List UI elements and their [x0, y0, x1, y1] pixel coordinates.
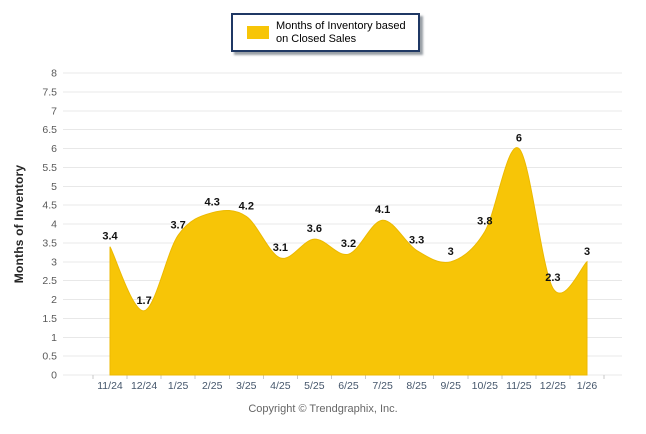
area-series [109, 147, 588, 376]
x-tick-label: 5/25 [304, 380, 325, 392]
x-tick-label: 7/25 [372, 380, 393, 392]
y-tick-label: 1 [51, 332, 57, 344]
x-tick-label: 1/25 [168, 380, 189, 392]
y-tick-label: 0.5 [42, 351, 57, 363]
y-tick-label: 0 [51, 370, 57, 382]
y-tick-label: 7.5 [42, 86, 57, 98]
y-tick-label: 8 [51, 68, 57, 80]
y-tick-label: 4 [51, 219, 57, 231]
y-tick-label: 3.5 [42, 237, 57, 249]
x-tick-label: 11/24 [97, 380, 123, 392]
data-point-label: 6 [516, 133, 522, 145]
legend-label: Months of Inventory based on Closed Sale… [276, 20, 406, 46]
data-point-label: 3.1 [273, 242, 288, 254]
data-point-label: 3.2 [341, 238, 356, 250]
y-tick-label: 2 [51, 294, 57, 306]
y-tick-label: 7 [51, 105, 57, 117]
x-tick-label: 3/25 [236, 380, 257, 392]
legend-label-line1: Months of Inventory based [276, 19, 406, 32]
data-point-label: 1.7 [136, 295, 151, 307]
x-tick-label: 2/25 [202, 380, 223, 392]
x-tick-label: 4/25 [270, 380, 291, 392]
data-point-label: 3.4 [102, 231, 118, 243]
y-tick-label: 6.5 [42, 124, 57, 136]
x-tick-label: 10/25 [472, 380, 498, 392]
legend-swatch [247, 26, 269, 39]
y-tick-label: 4.5 [42, 200, 57, 212]
y-tick-label: 5.5 [42, 162, 57, 174]
x-tick-label: 8/25 [406, 380, 427, 392]
x-tick-label: 9/25 [440, 380, 461, 392]
legend-label-line2: on Closed Sales [276, 32, 357, 45]
data-point-label: 4.2 [239, 200, 254, 212]
data-point-label: 4.1 [375, 204, 390, 216]
data-point-label: 3.8 [477, 216, 492, 228]
x-tick-label: 12/25 [540, 380, 566, 392]
copyright-text: Copyright © Trendgraphix, Inc. [248, 403, 398, 415]
data-point-label: 3 [584, 246, 590, 258]
x-tick-label: 11/25 [506, 380, 532, 392]
y-tick-label: 6 [51, 143, 57, 155]
data-point-label: 4.3 [205, 197, 220, 209]
y-tick-label: 2.5 [42, 275, 57, 287]
data-point-label: 3.7 [170, 219, 185, 231]
data-point-label: 2.3 [545, 272, 560, 284]
y-tick-label: 5 [51, 181, 57, 193]
y-tick-label: 3 [51, 256, 57, 268]
x-tick-label: 6/25 [338, 380, 359, 392]
data-point-label: 3.6 [307, 223, 322, 235]
y-tick-label: 1.5 [42, 313, 57, 325]
legend: Months of Inventory based on Closed Sale… [231, 13, 420, 52]
x-tick-label: 1/26 [577, 380, 598, 392]
data-point-label: 3.3 [409, 234, 424, 246]
x-tick-label: 12/24 [131, 380, 157, 392]
data-point-label: 3 [448, 246, 454, 258]
